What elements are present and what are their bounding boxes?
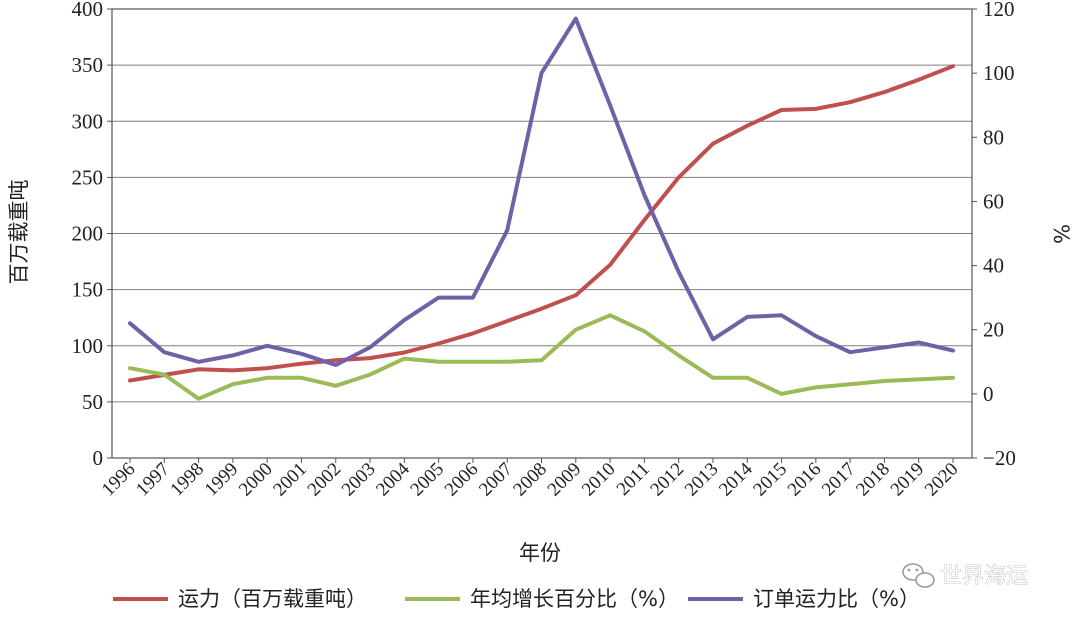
legend-label-growth: 年均增长百分比（%） (470, 587, 679, 611)
x-tick-label: 2002 (304, 459, 346, 501)
x-tick-label: 1997 (132, 459, 174, 501)
y-left-tick-label: 250 (72, 165, 104, 189)
capacity-line (128, 64, 955, 383)
y-left-tick-label: 400 (72, 0, 104, 21)
y-left-tick-label: 0 (93, 446, 104, 470)
left-axis-ticks: 0 50 100 150 200 250 300 350 400 (72, 0, 112, 470)
y-left-tick-label: 350 (72, 53, 104, 77)
y-right-tick-label: 20 (983, 318, 1004, 342)
right-axis-ticks: −20 0 20 40 60 80 100 120 (972, 0, 1016, 470)
watermark-text: 世界海运 (940, 564, 1028, 589)
x-tick-label: 1998 (166, 459, 208, 501)
x-tick-label: 2009 (544, 459, 586, 501)
x-tick-label: 2004 (372, 458, 414, 500)
x-tick-label: 2001 (269, 459, 311, 501)
y-right-tick-label: −20 (983, 446, 1016, 470)
x-tick-label: 2018 (852, 459, 894, 501)
watermark: 世界海运 (902, 563, 1028, 589)
x-tick-label: 1996 (98, 459, 140, 501)
y-right-tick-label: 0 (983, 382, 994, 406)
y-right-tick-label: 120 (983, 0, 1015, 21)
y-left-tick-label: 100 (72, 334, 104, 358)
y-right-tick-label: 40 (983, 254, 1004, 278)
y-left-tick-label: 200 (72, 222, 104, 246)
series-lines (128, 16, 955, 401)
x-tick-label: 2011 (613, 459, 654, 500)
x-tick-label: 2007 (475, 459, 517, 501)
y-right-tick-label: 100 (983, 61, 1015, 85)
x-tick-label: 2006 (441, 459, 483, 501)
y-left-tick-label: 300 (72, 109, 104, 133)
x-tick-label: 2019 (887, 459, 929, 501)
x-tick-label: 2014 (715, 458, 757, 500)
legend-label-orderbook: 订单运力比（%） (753, 587, 920, 611)
x-tick-label: 2017 (818, 459, 860, 501)
x-tick-label: 2015 (749, 459, 791, 501)
x-tick-label: 2003 (338, 459, 380, 501)
x-axis-ticks: 1996199719981999200020012002200320042005… (98, 458, 963, 500)
x-tick-label: 2008 (509, 459, 551, 501)
x-axis-title: 年份 (519, 541, 561, 565)
legend: 运力（百万载重吨） 年均增长百分比（%） 订单运力比（%） (113, 587, 920, 611)
wechat-icon (902, 563, 935, 588)
y-right-tick-label: 80 (983, 125, 1004, 149)
x-tick-label: 2012 (646, 459, 688, 501)
orderbook-line (128, 16, 955, 367)
growth-line (128, 313, 955, 401)
legend-label-capacity: 运力（百万载重吨） (178, 587, 367, 611)
y-axis-right-title: % (1049, 224, 1073, 244)
y-axis-left-title: 百万载重吨 (7, 180, 31, 285)
y-right-tick-label: 60 (983, 189, 1004, 213)
y-left-tick-label: 50 (82, 390, 103, 414)
x-tick-label: 2010 (578, 459, 620, 501)
x-tick-label: 2013 (681, 459, 723, 501)
x-tick-label: 1999 (201, 459, 243, 501)
x-tick-label: 2000 (235, 459, 277, 501)
x-tick-label: 2020 (921, 459, 963, 501)
gridlines (112, 64, 972, 403)
y-left-tick-label: 150 (72, 278, 104, 302)
x-tick-label: 2005 (406, 459, 448, 501)
x-tick-label: 2016 (784, 459, 826, 501)
